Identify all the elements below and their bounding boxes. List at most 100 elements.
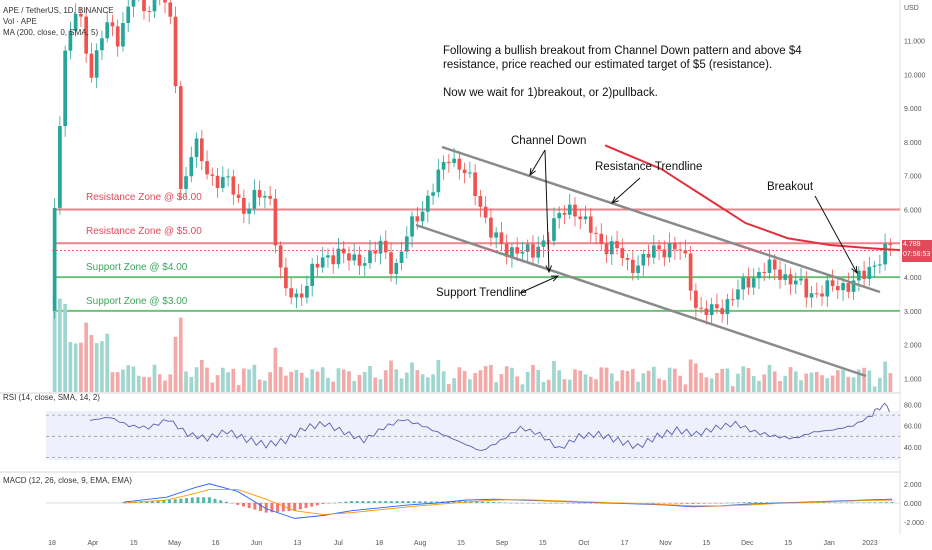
volume-bar: [473, 373, 477, 392]
last-price-tag: 4.789 07:56:53: [902, 240, 932, 262]
volume-bar: [567, 379, 572, 392]
macd-histogram-bar: [435, 501, 439, 503]
volume-bar: [888, 373, 893, 392]
candle-body: [588, 216, 593, 233]
rsi-band: [46, 411, 900, 460]
macd-histogram-bar: [207, 497, 211, 503]
volume-bars: [52, 292, 893, 392]
volume-bar: [520, 384, 525, 392]
time-tick-label: 15: [703, 540, 711, 547]
time-tick-label: 15: [539, 540, 547, 547]
volume-bar: [242, 368, 246, 392]
ma-legend: MA (200, close, 0, SMA, 5): [3, 28, 99, 37]
volume-bar: [573, 369, 577, 392]
candle-body: [609, 241, 614, 255]
candle-body: [657, 245, 661, 250]
volume-bar: [757, 380, 761, 392]
macd-histogram-bar: [424, 501, 428, 503]
volume-bar: [725, 368, 730, 392]
time-tick-label: Jun: [251, 540, 262, 547]
volume-bar: [326, 377, 330, 392]
candle-body: [163, 0, 167, 3]
volume-bar: [494, 382, 498, 392]
candle-body: [242, 197, 246, 214]
volume-bar: [772, 371, 777, 392]
macd-histogram-bar: [145, 501, 149, 503]
last-price-value: 4.789: [903, 241, 921, 248]
candle-body: [378, 240, 383, 254]
candle-body: [709, 304, 714, 316]
candle-body: [814, 293, 819, 295]
macd-tick-label: -2.000: [904, 520, 924, 527]
volume-bar: [704, 377, 709, 392]
volume-bar: [709, 378, 714, 392]
candle-body: [862, 270, 866, 279]
macd-histogram-bar: [833, 502, 837, 504]
candle-body: [79, 13, 83, 17]
candle-body: [326, 255, 330, 258]
macd-histogram-bar: [765, 502, 769, 503]
candle-body: [220, 176, 225, 189]
candle-body: [736, 289, 740, 300]
candle-body: [189, 157, 194, 177]
macd-histogram-bar: [759, 502, 763, 503]
volume-bar: [94, 343, 99, 392]
price-tick-label: 2.000: [904, 343, 922, 350]
candle-body: [89, 53, 94, 78]
candle-body: [825, 280, 830, 297]
volume-bar: [678, 375, 682, 392]
candle-body: [336, 248, 341, 265]
candle-body: [462, 169, 467, 174]
volume-bar: [541, 381, 546, 392]
macd-histogram-bar: [702, 503, 706, 504]
macd-histogram-bar: [230, 503, 234, 504]
candle-body: [762, 272, 767, 274]
volume-bar: [89, 335, 94, 392]
time-tick-label: 13: [294, 540, 302, 547]
volume-bar: [615, 381, 619, 392]
candle-body: [872, 265, 877, 267]
volume-bar: [809, 372, 814, 392]
macd-histogram-bar: [526, 503, 530, 504]
volume-bar: [531, 364, 535, 392]
support-trendline-arrow-head: [550, 275, 560, 282]
volume-bar: [226, 372, 230, 392]
volume-bar: [79, 342, 83, 392]
channel-down-label: Channel Down: [511, 135, 587, 147]
candle-body: [58, 126, 62, 208]
time-tick-label: Jan: [823, 540, 834, 547]
volume-bar: [536, 369, 541, 392]
candle-body: [305, 285, 309, 298]
candle-body: [52, 207, 57, 311]
volume-bar: [399, 378, 404, 392]
volume-bar: [578, 370, 583, 392]
price-tick-label: 8.000: [904, 140, 922, 147]
candle-body: [573, 204, 577, 217]
candle-body: [362, 263, 367, 266]
volume-bar: [352, 380, 357, 392]
macd-histogram-bar: [219, 500, 223, 503]
macd-histogram-bar: [315, 503, 319, 506]
macd-histogram-bar: [310, 503, 314, 507]
macd-histogram-bar: [543, 503, 547, 504]
volume-bar: [100, 341, 104, 392]
volume-bar: [751, 376, 756, 392]
candle-body: [604, 244, 609, 255]
macd-histogram-bar: [685, 503, 689, 504]
candle-body: [299, 293, 304, 298]
candle-body: [557, 212, 562, 219]
macd-histogram-bar: [224, 501, 228, 503]
volume-bar: [699, 372, 703, 392]
volume-bar: [168, 374, 173, 392]
macd-histogram-bar: [844, 502, 848, 504]
candle-body: [178, 86, 183, 189]
volume-bar: [641, 373, 646, 392]
volume-bar: [462, 370, 467, 392]
macd-histogram-bar: [150, 500, 154, 503]
volume-bar: [468, 379, 472, 392]
volume-bar: [788, 367, 793, 392]
volume-bar: [883, 361, 887, 392]
candle-body: [263, 196, 267, 198]
macd-histogram-bar: [332, 502, 336, 504]
